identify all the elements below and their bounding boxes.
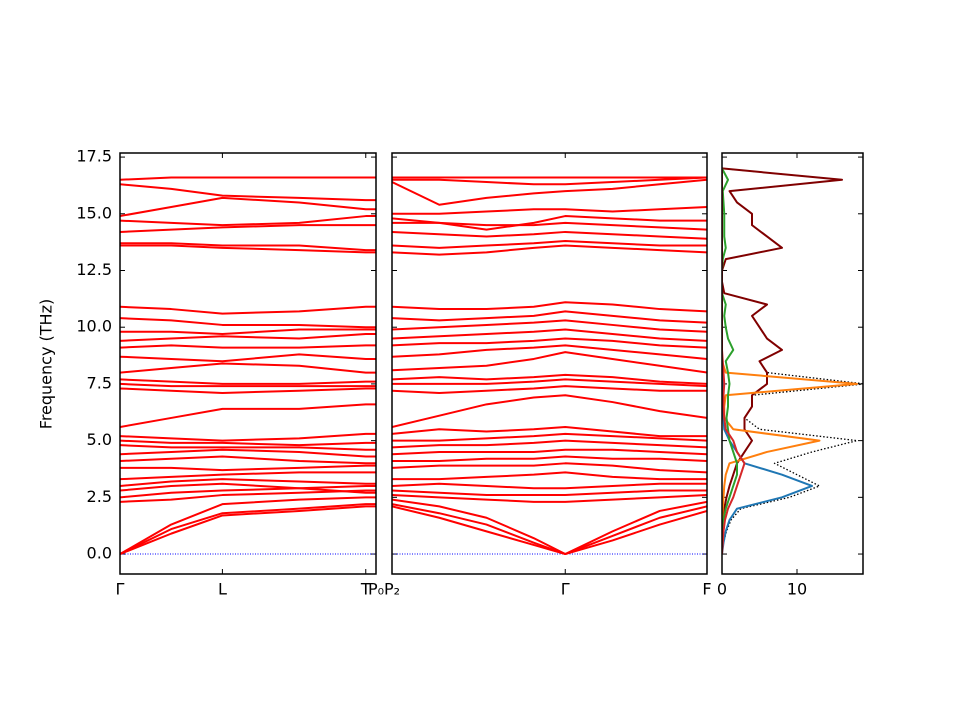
band xyxy=(120,489,376,503)
band xyxy=(392,505,707,556)
band xyxy=(120,176,376,181)
dos-line xyxy=(722,167,738,555)
band xyxy=(120,224,376,233)
band xyxy=(392,503,707,556)
x-tick-label: 10 xyxy=(787,580,807,599)
band xyxy=(120,328,376,336)
band xyxy=(120,496,376,555)
dos-line xyxy=(722,167,843,555)
band xyxy=(392,373,707,385)
x-tick-label: T xyxy=(360,580,371,599)
band xyxy=(392,489,707,497)
band xyxy=(392,178,707,206)
band xyxy=(392,439,707,449)
band xyxy=(392,240,707,249)
band xyxy=(120,444,376,451)
y-tick-label: 0.0 xyxy=(87,544,112,563)
band xyxy=(392,205,707,215)
dos-line xyxy=(722,168,858,555)
band xyxy=(120,196,376,218)
band xyxy=(392,394,707,428)
y-tick-label: 12.5 xyxy=(76,260,112,279)
band xyxy=(120,305,376,315)
band xyxy=(392,328,707,342)
band xyxy=(120,387,376,394)
band xyxy=(392,448,707,456)
dos-line xyxy=(722,167,863,555)
band xyxy=(120,505,376,555)
band xyxy=(392,337,707,349)
band xyxy=(120,362,376,374)
band xyxy=(392,455,707,463)
band xyxy=(120,353,376,363)
band xyxy=(392,344,707,360)
band xyxy=(120,455,376,465)
y-tick-label: 15.0 xyxy=(76,203,112,222)
band xyxy=(120,448,376,458)
band xyxy=(392,471,707,481)
band xyxy=(392,462,707,474)
y-axis-label: Frequency (THz) xyxy=(37,299,56,429)
band xyxy=(120,503,376,555)
band xyxy=(120,333,376,342)
band xyxy=(392,244,707,256)
plot-frame xyxy=(119,152,377,575)
band xyxy=(120,464,376,472)
x-tick-label: Γ xyxy=(116,580,125,599)
band xyxy=(120,382,376,388)
band xyxy=(392,426,707,438)
y-tick-label: 7.5 xyxy=(87,373,112,392)
band xyxy=(392,230,707,240)
band xyxy=(392,498,707,556)
band xyxy=(120,471,376,481)
band xyxy=(120,484,376,499)
y-tick-label: 2.5 xyxy=(87,487,112,506)
dos-line xyxy=(722,168,813,555)
y-tick-label: 5.0 xyxy=(87,430,112,449)
band xyxy=(392,351,707,374)
band xyxy=(392,494,707,503)
band xyxy=(120,344,376,349)
band xyxy=(120,432,376,442)
band xyxy=(392,310,707,324)
band xyxy=(120,215,376,227)
band xyxy=(392,319,707,333)
x-tick-label: P₂ xyxy=(384,580,400,599)
x-tick-label: P₀ xyxy=(368,580,384,599)
x-tick-label: Γ xyxy=(561,580,570,599)
band xyxy=(120,244,376,254)
band xyxy=(120,482,376,494)
y-tick-label: 10.0 xyxy=(76,317,112,336)
x-tick-label: F xyxy=(702,580,711,599)
band xyxy=(392,378,707,388)
x-tick-label: L xyxy=(218,580,227,599)
band xyxy=(120,242,376,252)
band xyxy=(120,317,376,329)
plot-frame xyxy=(721,152,864,575)
y-tick-label: 17.5 xyxy=(76,147,112,166)
x-tick-label: 0 xyxy=(717,580,727,599)
band xyxy=(392,176,707,186)
band xyxy=(392,215,707,231)
band xyxy=(392,221,707,231)
band xyxy=(392,385,707,394)
plot-frame xyxy=(391,152,708,575)
band xyxy=(392,482,707,490)
band xyxy=(392,432,707,442)
band xyxy=(392,301,707,313)
band xyxy=(120,439,376,447)
band xyxy=(120,183,376,202)
band xyxy=(120,478,376,487)
band xyxy=(120,403,376,428)
band xyxy=(120,378,376,385)
